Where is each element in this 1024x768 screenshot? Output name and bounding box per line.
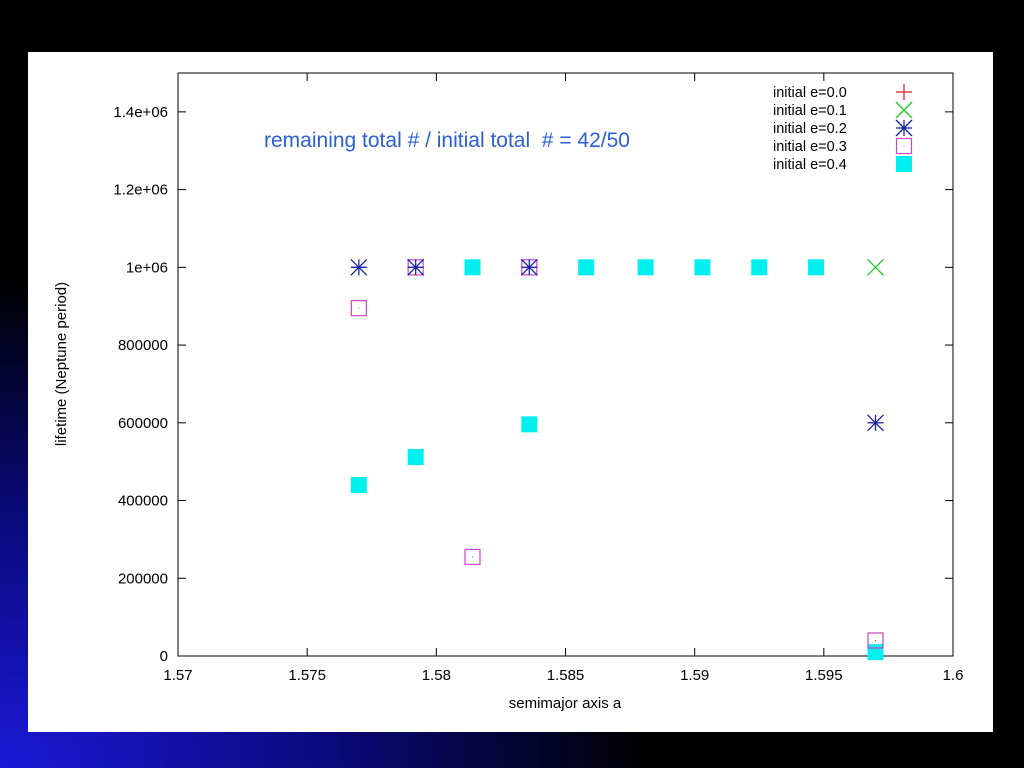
y-tick-label: 1e+06 (126, 259, 168, 276)
legend-label: initial e=0.1 (773, 103, 847, 119)
data-point (350, 258, 368, 276)
data-point (751, 259, 768, 276)
data-point (867, 414, 884, 432)
y-axis-label: lifetime (Neptune period) (53, 282, 70, 446)
scatter-chart: 1.57 1.575 1.58 1.585 1.59 1.595 1.6 0 200000 400… (53, 72, 963, 712)
data-point (867, 632, 884, 649)
data-point (407, 258, 425, 276)
data-points (350, 258, 884, 661)
x-tick-label: 1.575 (288, 667, 326, 684)
data-point (578, 259, 595, 276)
chart-annotation: remaining total # / initial total # = 42… (264, 129, 630, 152)
legend-label: initial e=0.3 (773, 139, 847, 155)
legend-marker (895, 101, 913, 119)
x-tick-label: 1.6 (943, 667, 964, 684)
y-tick-label: 1.4e+06 (113, 104, 168, 121)
data-point (464, 548, 481, 565)
legend-marker (896, 156, 912, 172)
axis-ticks (177, 73, 954, 657)
x-axis-label: semimajor axis a (509, 695, 622, 712)
y-tick-label: 1.2e+06 (113, 182, 168, 199)
legend-marker (895, 119, 913, 137)
data-point (350, 476, 367, 493)
plot-panel: 1.57 1.575 1.58 1.585 1.59 1.595 1.6 0 200000 400… (28, 52, 993, 732)
data-point (350, 300, 367, 317)
y-tick-label: 400000 (118, 493, 168, 510)
data-point (808, 259, 825, 276)
x-tick-label: 1.58 (422, 667, 451, 684)
legend-label: initial e=0.2 (773, 121, 847, 137)
legend-label: initial e=0.0 (773, 85, 847, 101)
legend-marker (895, 137, 913, 155)
x-tick-label: 1.57 (163, 667, 192, 684)
data-point (520, 258, 538, 276)
data-point (867, 258, 884, 276)
data-point (407, 449, 424, 466)
x-tick-label: 1.585 (547, 667, 585, 684)
y-tick-label: 0 (160, 648, 168, 665)
data-point (694, 259, 711, 276)
legend-label: initial e=0.4 (773, 157, 847, 173)
y-tick-label: 600000 (118, 415, 168, 432)
data-point (464, 259, 481, 276)
legend-marker (896, 84, 912, 100)
x-tick-label: 1.595 (805, 667, 843, 684)
data-point (521, 416, 538, 433)
axis-tick-labels: 1.57 1.575 1.58 1.585 1.59 1.595 1.6 0 200000 400… (113, 104, 963, 684)
legend: initial e=0.0 initial e=0.1 initial e=0.2 i… (773, 84, 913, 173)
data-point (867, 644, 884, 661)
y-tick-label: 200000 (118, 570, 168, 587)
y-tick-label: 800000 (118, 337, 168, 354)
x-tick-label: 1.59 (680, 667, 709, 684)
data-point (637, 259, 654, 276)
